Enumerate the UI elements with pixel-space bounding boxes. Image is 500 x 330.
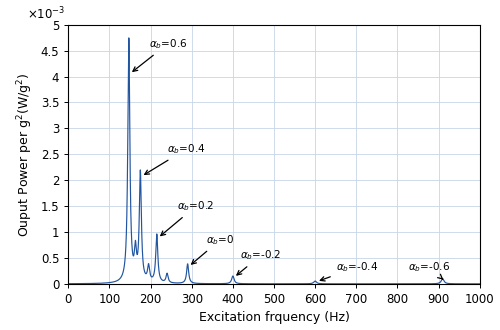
Text: $\alpha_b$=0.6: $\alpha_b$=0.6 [133, 37, 187, 71]
Text: $\alpha_b$=-0.4: $\alpha_b$=-0.4 [320, 260, 378, 281]
Text: $\alpha_b$=0.2: $\alpha_b$=0.2 [161, 199, 214, 236]
Text: $\alpha_b$=-0.6: $\alpha_b$=-0.6 [408, 260, 450, 279]
Text: $\alpha_b$=0.4: $\alpha_b$=0.4 [144, 142, 206, 174]
Y-axis label: Ouput Power per g$^2$(W/g$^2$): Ouput Power per g$^2$(W/g$^2$) [16, 72, 35, 237]
Text: $\alpha_b$=0: $\alpha_b$=0 [192, 233, 234, 264]
Text: $\times$10$^{-3}$: $\times$10$^{-3}$ [27, 6, 66, 22]
Text: $\alpha_b$=-0.2: $\alpha_b$=-0.2 [237, 248, 282, 275]
X-axis label: Excitation frquency (Hz): Excitation frquency (Hz) [198, 312, 350, 324]
